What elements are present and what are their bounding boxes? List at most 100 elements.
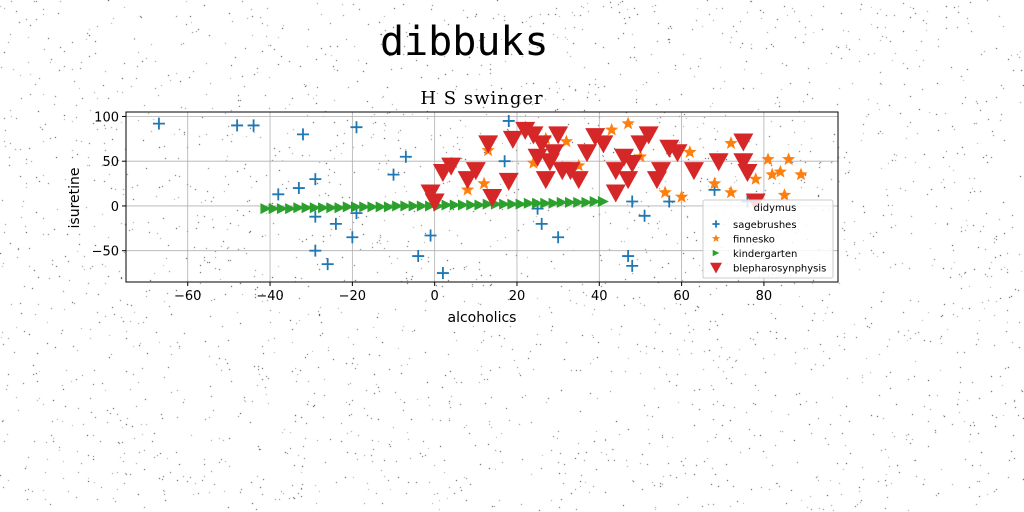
kindergarten-point: [392, 200, 404, 212]
blepharosynphysis-point: [482, 189, 503, 207]
sagebrushes-point: [309, 173, 322, 186]
finnesko-point: [526, 156, 541, 169]
kindergarten-point: [416, 200, 428, 212]
kindergarten-point: [367, 201, 379, 213]
kindergarten-point: [548, 197, 560, 209]
kindergarten-point: [408, 200, 420, 212]
kindergarten-point: [449, 199, 461, 211]
finnesko-point: [658, 185, 672, 199]
kindergarten-point: [425, 200, 437, 212]
kindergarten-point: [597, 195, 609, 207]
finnesko-point: [605, 122, 619, 136]
sagebrushes-point: [309, 244, 322, 257]
sagebrushes-point: [247, 119, 260, 132]
blepharosynphysis-point: [498, 172, 519, 191]
kindergarten-point: [540, 197, 552, 209]
sagebrushes-point: [424, 229, 437, 242]
kindergarten-point: [441, 199, 453, 211]
kindergarten-point: [309, 202, 321, 214]
axes-frame: [125, 111, 839, 283]
data-points: [152, 114, 808, 280]
finnesko-point: [559, 134, 573, 148]
finnesko-point: [683, 145, 697, 158]
kindergarten-point: [285, 203, 297, 215]
x-tick-label: −40: [256, 289, 283, 304]
finnesko-point: [765, 167, 779, 181]
blepharosynphysis-point: [630, 135, 651, 154]
kindergarten-point: [301, 202, 313, 214]
sagebrushes-point: [626, 259, 639, 272]
sagebrushes-point: [292, 182, 305, 195]
kindergarten-point: [383, 201, 395, 213]
blepharosynphysis-point: [441, 157, 462, 176]
kindergarten-point: [350, 201, 362, 213]
finnesko-point: [621, 116, 635, 130]
finnesko-point: [782, 152, 796, 166]
blepharosynphysis-point: [465, 162, 486, 181]
blepharosynphysis-point: [683, 162, 704, 181]
finnesko-point: [749, 172, 763, 185]
blepharosynphysis-point: [502, 130, 523, 149]
sagebrushes-point: [321, 258, 334, 271]
blepharosynphysis-point: [576, 144, 597, 163]
blepharosynphysis-point: [478, 135, 499, 154]
finnesko-point: [773, 164, 787, 178]
kindergarten-point: [589, 195, 601, 207]
sagebrushes-point: [309, 210, 322, 223]
finnesko-point: [674, 190, 689, 203]
blepharosynphysis-point: [457, 171, 478, 190]
x-tick-label: 40: [591, 289, 608, 304]
sagebrushes-point: [436, 267, 449, 280]
legend: didymus sagebrushes finnesko kindergarten b…: [702, 199, 834, 279]
kindergarten-point: [523, 197, 535, 209]
kindergarten-point: [474, 199, 486, 211]
kindergarten-point: [359, 201, 371, 213]
legend-entry-finnesko: finnesko: [733, 235, 775, 246]
blepharosynphysis-point: [622, 155, 643, 173]
finnesko-point: [707, 176, 722, 190]
legend-entry-kindergarten: kindergarten: [733, 249, 797, 260]
legend-entry-sagebrushes: sagebrushes: [733, 220, 797, 231]
sagebrushes-point: [502, 114, 515, 127]
legend-marker-blepharosynphysis: [710, 262, 722, 274]
finnesko-point: [794, 167, 808, 181]
axes-title: H S swinger: [420, 88, 543, 109]
kindergarten-point: [581, 196, 593, 208]
legend-marker-kindergarten: [712, 249, 720, 257]
kindergarten-point: [334, 202, 346, 214]
blepharosynphysis-point: [733, 133, 754, 152]
blepharosynphysis-point: [531, 135, 552, 154]
kindergarten-point: [482, 198, 494, 210]
blepharosynphysis-point: [733, 153, 754, 172]
series-sagebrushes: [152, 114, 754, 280]
kindergarten-point: [260, 203, 272, 215]
sagebrushes-point: [296, 128, 309, 141]
finnesko-point: [761, 152, 775, 166]
x-tick-label: 0: [431, 289, 439, 304]
legend-title: didymus: [754, 203, 797, 214]
x-tick-label: −60: [174, 289, 201, 304]
legend-marker-sagebrushes: [712, 220, 720, 228]
blepharosynphysis-point: [568, 171, 589, 190]
blepharosynphysis-point: [593, 135, 614, 154]
sagebrushes-point: [498, 155, 511, 168]
kindergarten-point: [515, 198, 527, 210]
sagebrushes-point: [412, 250, 425, 263]
blepharosynphysis-point: [605, 162, 626, 181]
kindergarten-point: [457, 199, 469, 211]
sagebrushes-point: [152, 117, 165, 130]
finnesko-point: [724, 185, 738, 199]
legend-marker-finnesko: [712, 234, 720, 242]
blepharosynphysis-point: [708, 153, 729, 172]
blepharosynphysis-point: [737, 163, 758, 182]
blepharosynphysis-point: [618, 171, 639, 190]
kindergarten-point: [342, 201, 354, 213]
blepharosynphysis-point: [605, 184, 626, 203]
sagebrushes-point: [387, 168, 400, 181]
blepharosynphysis-point: [638, 126, 659, 145]
y-tick-label: 50: [102, 155, 119, 170]
sagebrushes-point: [626, 195, 639, 208]
kindergarten-point: [293, 202, 305, 214]
